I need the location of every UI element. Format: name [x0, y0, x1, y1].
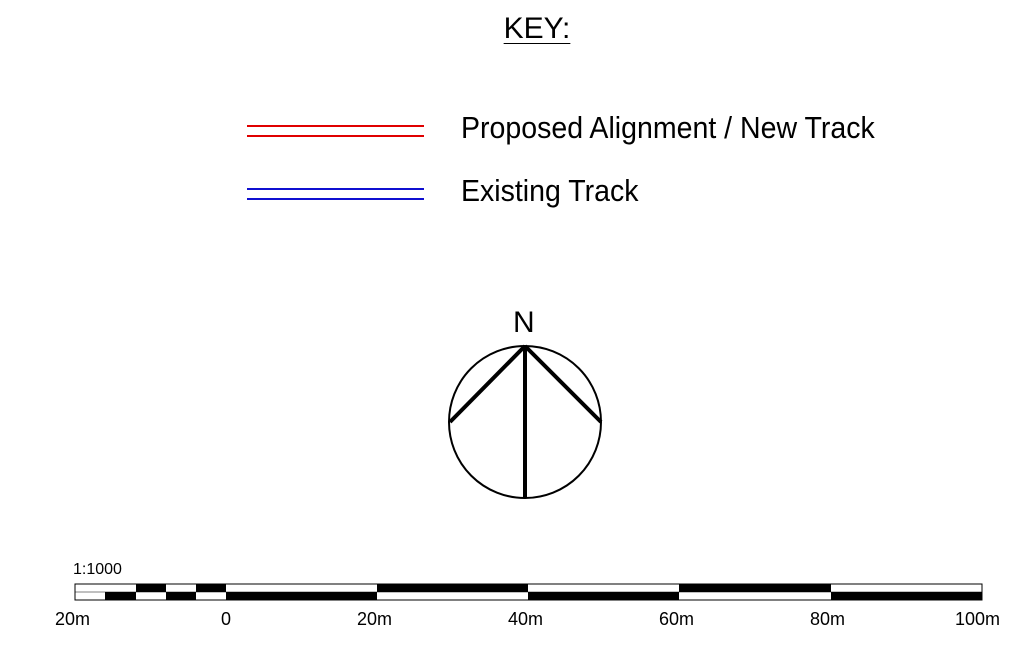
scale-bar — [74, 583, 983, 601]
scale-main-1-bottom — [226, 592, 377, 600]
scale-main-3-top — [528, 584, 679, 592]
scale-label-neg20: 20m — [55, 609, 91, 629]
scale-main-2-top — [377, 584, 528, 592]
legend-swatch-proposed-line-1 — [247, 125, 424, 127]
scale-main-4-top — [679, 584, 831, 592]
scale-main-5-top — [831, 584, 982, 592]
scale-label-100: 100m — [955, 609, 1001, 629]
scale-seg-3-bottom — [136, 592, 166, 600]
scale-label-40: 40m — [508, 609, 544, 629]
legend-label-existing: Existing Track — [461, 173, 639, 208]
scale-main-2-bottom — [377, 592, 528, 600]
key-title: KEY: — [0, 12, 1017, 46]
compass-right-arm — [523, 344, 603, 424]
scale-seg-5-top — [196, 584, 226, 592]
scale-ratio: 1:1000 — [73, 561, 122, 578]
north-label: N — [513, 306, 535, 339]
scale-label-80: 80m — [810, 609, 846, 629]
scale-label-60: 60m — [659, 609, 695, 629]
key-title-text: KEY: — [503, 12, 571, 45]
legend-swatch-existing-line-1 — [247, 188, 424, 190]
legend-swatch-existing-line-2 — [247, 198, 424, 200]
scale-label-0: 0 — [221, 609, 232, 629]
scale-seg-2-bottom — [105, 592, 136, 600]
scale-seg-1-top — [75, 584, 105, 592]
scale-main-3-bottom — [528, 592, 679, 600]
scale-main-1-top — [226, 584, 377, 592]
scale-seg-3-top — [136, 584, 166, 592]
scale-label-20: 20m — [357, 609, 393, 629]
legend-label-proposed: Proposed Alignment / New Track — [461, 110, 875, 145]
scale-seg-4-bottom — [166, 592, 196, 600]
scale-seg-1-bottom — [75, 592, 105, 600]
compass-left-arm — [448, 344, 527, 424]
north-arrow-icon — [448, 344, 603, 499]
scale-seg-4-top — [166, 584, 196, 592]
legend-swatch-existing — [247, 188, 424, 202]
scale-seg-2-top — [105, 584, 136, 592]
scale-main-5-bottom — [831, 592, 982, 600]
scale-main-4-bottom — [679, 592, 831, 600]
legend-swatch-proposed-line-2 — [247, 135, 424, 137]
legend-swatch-proposed — [247, 125, 424, 139]
scale-seg-5-bottom — [196, 592, 226, 600]
